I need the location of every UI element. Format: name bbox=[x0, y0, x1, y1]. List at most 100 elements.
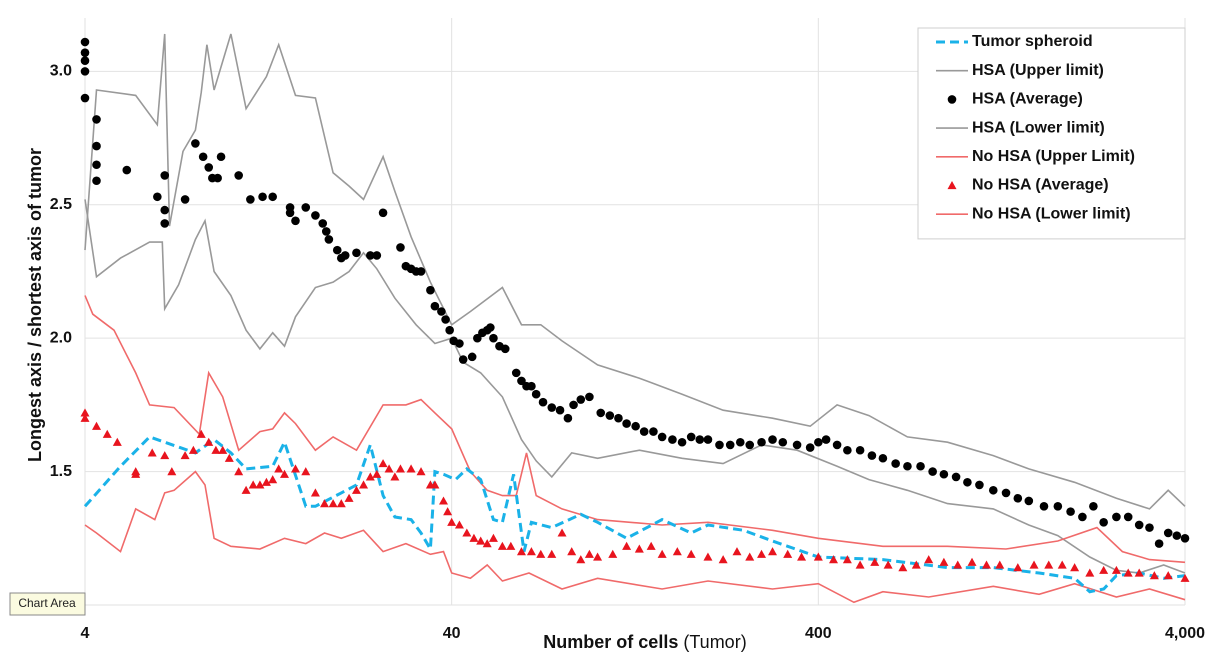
marker bbox=[569, 400, 578, 410]
marker bbox=[1134, 520, 1144, 530]
marker bbox=[318, 219, 328, 228]
marker bbox=[430, 480, 440, 489]
marker bbox=[843, 445, 852, 455]
marker bbox=[1089, 501, 1098, 511]
marker bbox=[180, 451, 190, 460]
marker bbox=[384, 464, 394, 473]
marker bbox=[454, 520, 464, 529]
marker bbox=[188, 445, 198, 454]
marker bbox=[80, 413, 90, 422]
marker bbox=[1112, 512, 1121, 522]
marker bbox=[703, 552, 713, 561]
marker bbox=[378, 459, 388, 468]
marker bbox=[757, 549, 767, 558]
marker bbox=[668, 435, 677, 444]
marker bbox=[167, 467, 177, 476]
marker bbox=[268, 192, 277, 202]
marker bbox=[832, 440, 842, 450]
marker bbox=[672, 547, 682, 556]
marker bbox=[686, 432, 696, 442]
marker bbox=[204, 163, 214, 172]
marker bbox=[715, 440, 724, 450]
x-tick-label: 4,000 bbox=[1165, 625, 1205, 642]
marker bbox=[213, 173, 222, 183]
marker bbox=[829, 555, 839, 564]
legend-swatch bbox=[947, 95, 957, 104]
marker bbox=[891, 459, 900, 468]
marker bbox=[631, 421, 640, 431]
marker bbox=[911, 560, 921, 569]
marker bbox=[1053, 501, 1063, 511]
marker bbox=[469, 533, 479, 542]
marker bbox=[372, 469, 382, 478]
marker bbox=[455, 339, 464, 348]
marker bbox=[1180, 573, 1190, 582]
marker bbox=[686, 549, 696, 558]
marker bbox=[567, 547, 577, 556]
marker bbox=[576, 395, 586, 404]
marker bbox=[883, 560, 893, 569]
marker bbox=[234, 171, 243, 180]
legend-swatch bbox=[947, 181, 957, 190]
marker bbox=[489, 333, 498, 343]
marker bbox=[258, 192, 267, 202]
marker bbox=[437, 307, 446, 316]
marker bbox=[768, 435, 777, 444]
marker bbox=[821, 435, 831, 444]
marker bbox=[1044, 560, 1054, 569]
tooltip-box bbox=[9, 592, 86, 616]
marker bbox=[745, 552, 755, 561]
marker bbox=[246, 195, 255, 204]
marker bbox=[1085, 568, 1095, 577]
marker bbox=[814, 437, 823, 447]
marker bbox=[1145, 523, 1154, 532]
marker bbox=[497, 541, 507, 550]
marker bbox=[677, 437, 687, 447]
marker bbox=[531, 389, 541, 399]
marker bbox=[988, 485, 998, 495]
marker bbox=[842, 555, 852, 564]
marker bbox=[797, 552, 807, 561]
marker bbox=[80, 93, 90, 103]
marker bbox=[1013, 563, 1023, 572]
marker bbox=[516, 547, 526, 556]
marker bbox=[916, 461, 925, 471]
legend-label: No HSA (Upper Limit) bbox=[972, 148, 1135, 165]
legend-label: HSA (Upper limit) bbox=[972, 62, 1104, 79]
marker bbox=[614, 413, 623, 423]
marker bbox=[80, 408, 90, 417]
marker bbox=[649, 427, 658, 436]
y-tick-label: 2.5 bbox=[50, 196, 72, 213]
marker bbox=[196, 429, 206, 438]
marker bbox=[1154, 539, 1164, 548]
tooltip: Chart Area bbox=[18, 596, 76, 610]
marker bbox=[732, 547, 742, 556]
marker bbox=[102, 429, 112, 438]
marker bbox=[585, 392, 594, 402]
marker bbox=[426, 285, 435, 295]
marker bbox=[204, 437, 214, 446]
marker bbox=[1029, 560, 1039, 569]
marker bbox=[608, 549, 618, 558]
marker bbox=[951, 472, 961, 482]
marker bbox=[657, 549, 667, 558]
marker bbox=[344, 493, 354, 502]
marker bbox=[557, 528, 567, 537]
marker bbox=[248, 480, 258, 489]
marker bbox=[995, 560, 1005, 569]
marker bbox=[928, 467, 937, 476]
x-axis-label: Number of cells (Tumor) bbox=[543, 632, 746, 652]
marker bbox=[274, 464, 284, 473]
marker bbox=[351, 485, 361, 494]
marker bbox=[390, 472, 400, 481]
marker bbox=[261, 477, 271, 486]
marker bbox=[191, 139, 200, 148]
marker bbox=[153, 192, 162, 202]
marker bbox=[1001, 488, 1011, 498]
marker bbox=[406, 464, 416, 473]
marker bbox=[963, 477, 972, 487]
marker bbox=[476, 536, 486, 545]
marker bbox=[285, 208, 295, 218]
marker bbox=[547, 403, 557, 412]
